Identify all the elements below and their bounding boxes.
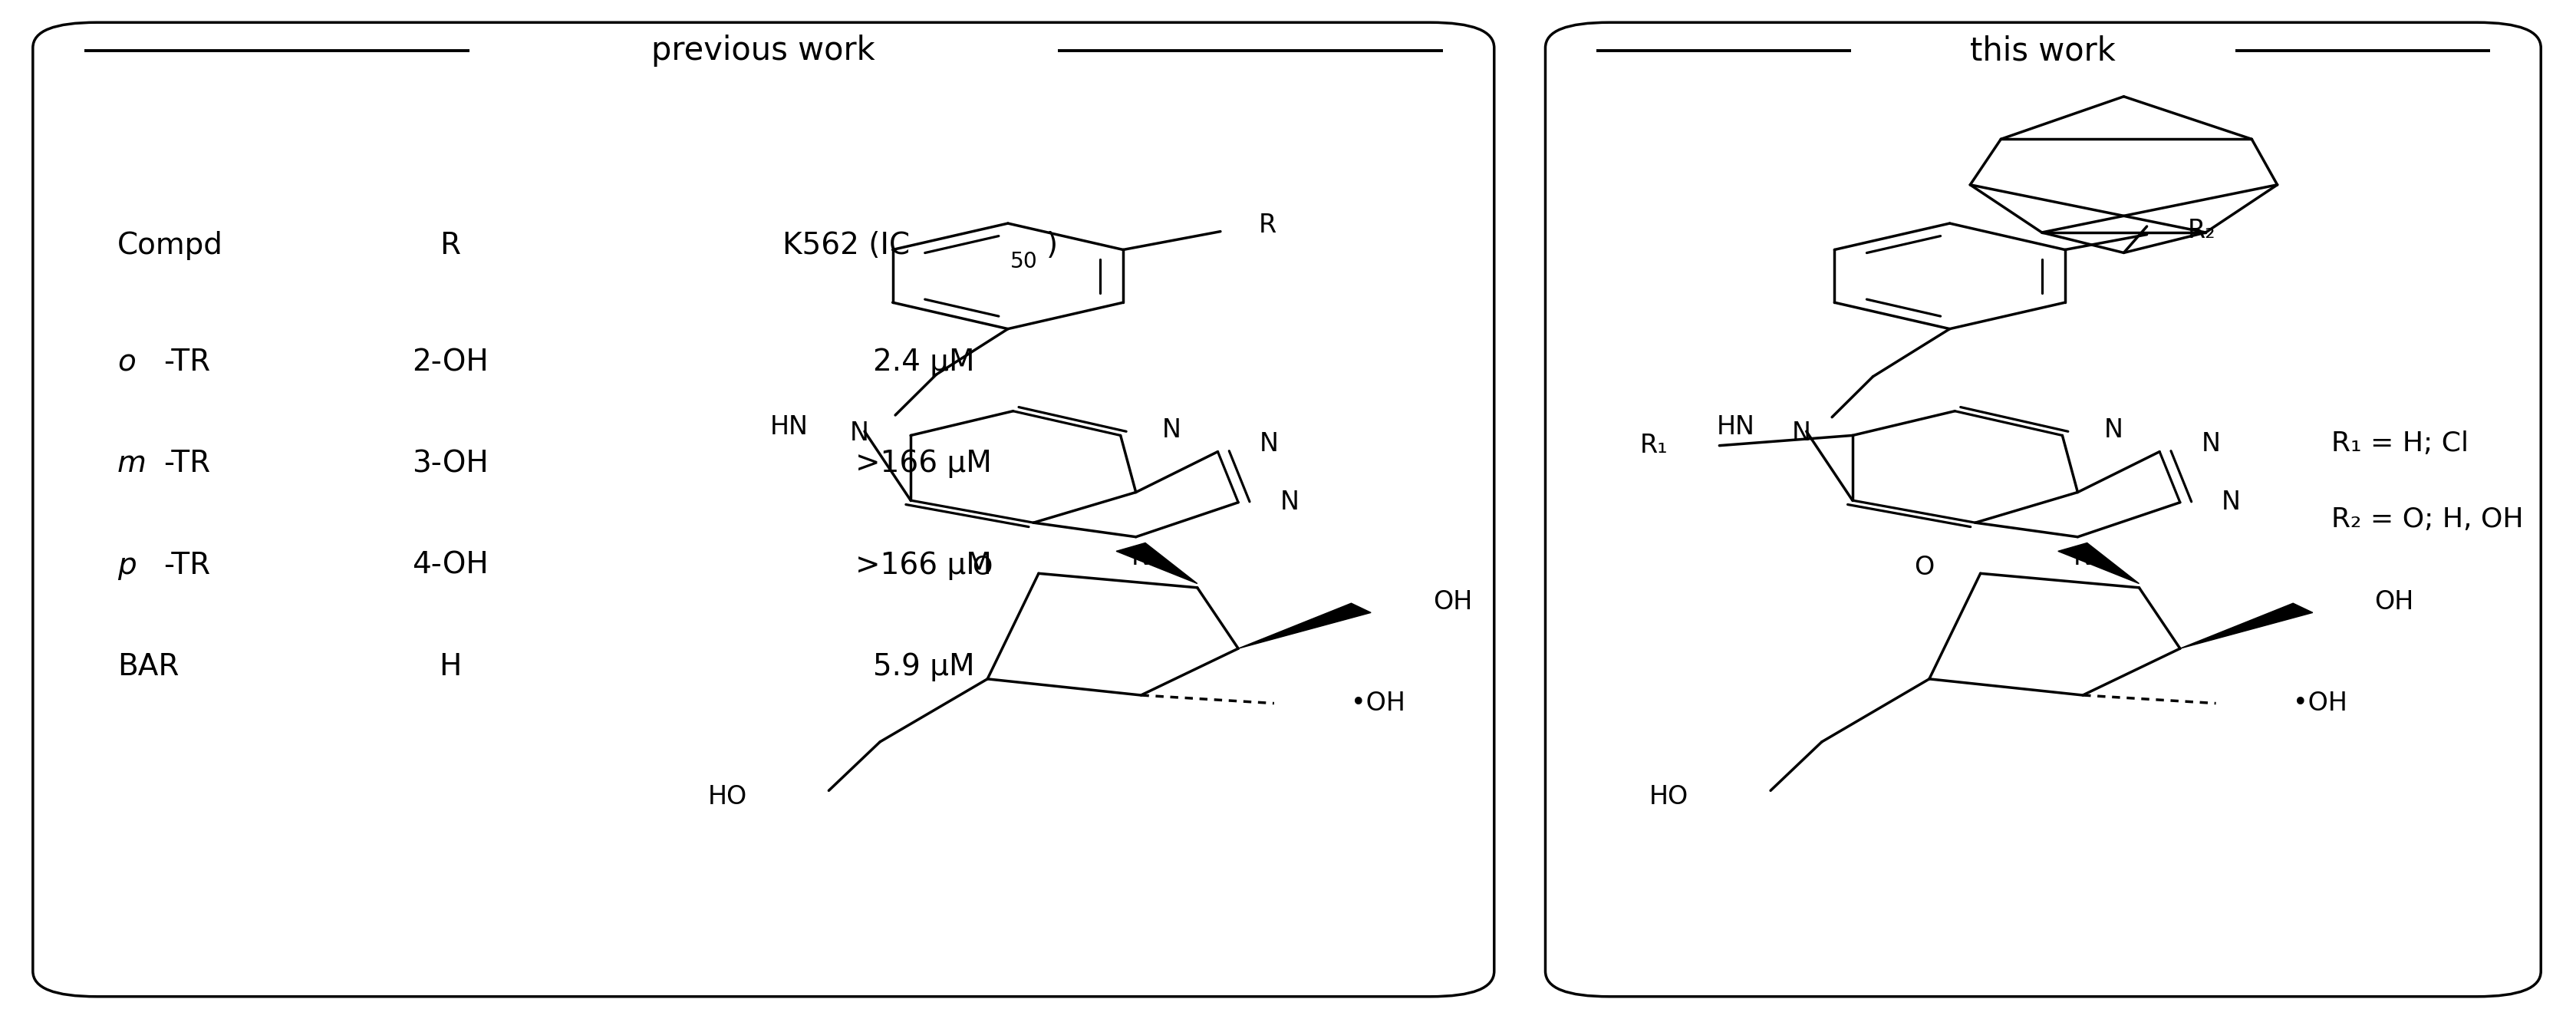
Polygon shape xyxy=(2179,603,2313,648)
Text: HN: HN xyxy=(770,415,809,440)
Text: N: N xyxy=(2221,490,2241,515)
Text: 5.9 μM: 5.9 μM xyxy=(873,652,974,682)
Text: ): ) xyxy=(1046,231,1059,260)
Text: N: N xyxy=(2105,418,2123,443)
Text: 4-OH: 4-OH xyxy=(412,550,489,580)
Text: >166 μM: >166 μM xyxy=(855,550,992,580)
Text: •OH: •OH xyxy=(2293,691,2347,716)
Text: p: p xyxy=(118,550,137,580)
Text: -TR: -TR xyxy=(162,550,211,580)
Text: >166 μM: >166 μM xyxy=(855,449,992,478)
Text: this work: this work xyxy=(1971,35,2115,67)
Text: R₁: R₁ xyxy=(1641,433,1669,459)
Text: m: m xyxy=(118,449,147,478)
Text: 50: 50 xyxy=(1010,251,1038,273)
Text: N: N xyxy=(1162,418,1182,443)
Text: N: N xyxy=(1131,544,1151,570)
Text: 2-OH: 2-OH xyxy=(412,347,489,377)
Text: K562 (IC: K562 (IC xyxy=(783,231,909,260)
Polygon shape xyxy=(1239,603,1370,648)
Text: BAR: BAR xyxy=(118,652,178,682)
Text: HO: HO xyxy=(1649,784,1690,809)
Text: H: H xyxy=(438,652,461,682)
Text: 2.4 μM: 2.4 μM xyxy=(873,347,974,377)
Text: N: N xyxy=(850,421,868,446)
Text: o: o xyxy=(118,347,137,377)
Text: R₂ = O; H, OH: R₂ = O; H, OH xyxy=(2331,506,2524,533)
Text: HO: HO xyxy=(708,784,747,809)
Polygon shape xyxy=(1115,543,1198,584)
Text: N: N xyxy=(1793,421,1811,446)
Text: HN: HN xyxy=(1716,415,1754,440)
Text: R: R xyxy=(1260,213,1278,238)
Text: -TR: -TR xyxy=(162,347,211,377)
Text: O: O xyxy=(971,554,992,580)
Text: OH: OH xyxy=(1432,589,1471,614)
Polygon shape xyxy=(2058,543,2138,584)
Text: 3-OH: 3-OH xyxy=(412,449,489,478)
Text: R₁ = H; Cl: R₁ = H; Cl xyxy=(2331,430,2468,457)
Text: N: N xyxy=(1260,431,1278,457)
Text: R₂: R₂ xyxy=(2187,218,2215,244)
Text: Compd: Compd xyxy=(118,231,224,260)
Text: •OH: •OH xyxy=(1350,691,1406,716)
Text: N: N xyxy=(2200,431,2221,457)
Text: R: R xyxy=(440,231,461,260)
Text: N: N xyxy=(1280,490,1298,515)
Text: -TR: -TR xyxy=(162,449,211,478)
Text: previous work: previous work xyxy=(652,35,876,67)
Text: O: O xyxy=(1914,554,1935,580)
Text: OH: OH xyxy=(2375,589,2414,614)
Text: N: N xyxy=(2074,544,2092,570)
